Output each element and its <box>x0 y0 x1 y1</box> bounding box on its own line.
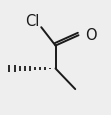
Text: Cl: Cl <box>25 14 40 29</box>
Text: O: O <box>85 28 96 43</box>
